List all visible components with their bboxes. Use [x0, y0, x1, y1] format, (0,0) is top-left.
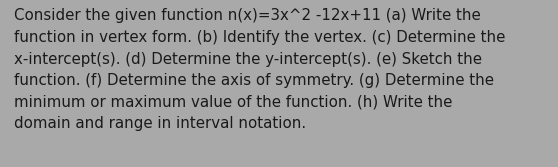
Text: Consider the given function n(x)=3x^2 -12x+11 (a) Write the
function in vertex f: Consider the given function n(x)=3x^2 -1… [14, 8, 506, 131]
